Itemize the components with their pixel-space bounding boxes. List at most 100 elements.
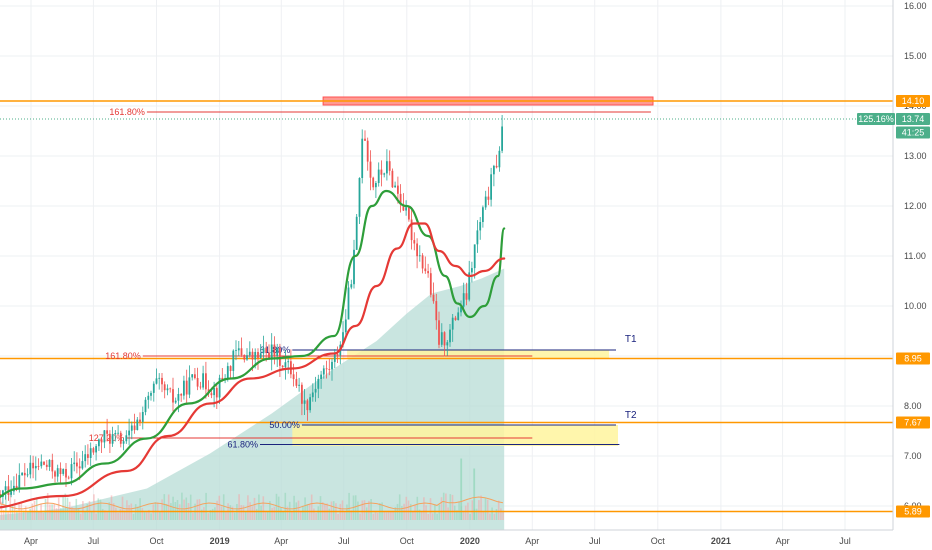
volume-bar	[115, 507, 117, 520]
volume-bar	[475, 508, 478, 520]
volume-bar	[82, 501, 84, 520]
candle-body	[347, 287, 350, 320]
candle-body	[67, 477, 70, 479]
volume-bar	[390, 511, 392, 520]
candle-body	[59, 468, 62, 474]
target-label[interactable]: T1	[625, 334, 637, 345]
volume-bar	[139, 498, 141, 520]
volume-bar	[66, 497, 69, 520]
volume-bar	[73, 509, 75, 520]
candle-body	[391, 170, 394, 188]
volume-bar	[341, 500, 344, 520]
candle-body	[462, 293, 465, 307]
volume-bar	[484, 497, 487, 520]
highlight-zone[interactable]	[347, 350, 610, 358]
volume-bar	[449, 494, 452, 520]
volume-bar	[143, 512, 146, 520]
volume-bar	[128, 505, 130, 520]
candle-body	[361, 138, 364, 178]
candle-body	[377, 169, 380, 183]
volume-bar	[225, 512, 227, 520]
volume-bar	[200, 509, 203, 520]
volume-bar	[337, 514, 339, 520]
volume-bar	[161, 499, 163, 520]
candle-body	[147, 395, 150, 400]
volume-bar	[255, 508, 258, 520]
moving-average-line	[0, 222, 506, 509]
volume-bar	[453, 505, 456, 520]
candle-body	[45, 464, 48, 467]
candle-body	[128, 430, 130, 436]
candle-body	[325, 368, 328, 370]
candle-body	[350, 284, 353, 288]
volume-bar	[95, 513, 97, 520]
candle-body	[100, 439, 103, 443]
candle-body	[180, 394, 183, 396]
candle-body	[498, 150, 501, 168]
volume-bar	[489, 513, 491, 520]
volume-bar	[442, 492, 445, 520]
volume-bar	[214, 507, 216, 520]
candle-body	[29, 462, 32, 475]
candle-body	[183, 380, 185, 396]
volume-bar	[269, 501, 271, 520]
candle-body	[161, 377, 163, 385]
candle-body	[388, 161, 391, 171]
volume-bar	[209, 510, 212, 520]
volume-bar	[35, 497, 38, 520]
candle-body	[221, 377, 224, 380]
highlight-zone[interactable]	[292, 425, 618, 446]
price-axis-tick: 8.00	[904, 401, 922, 411]
candle-body	[471, 268, 473, 273]
horizontal-levels[interactable]	[0, 100, 893, 513]
volume-bar	[392, 511, 394, 520]
price-tag-label: 5.89	[904, 507, 922, 517]
candle-body	[429, 273, 432, 295]
volume-bar	[420, 511, 423, 520]
time-axis-tick: Oct	[651, 536, 666, 546]
fib-level-label: 50.00%	[269, 420, 300, 430]
candle-body	[279, 348, 281, 366]
candle-body	[229, 366, 232, 371]
volume-bar	[11, 504, 14, 520]
target-label[interactable]: T2	[625, 410, 637, 421]
time-axis-tick: Oct	[400, 536, 415, 546]
candle-body	[139, 419, 141, 422]
volume-bar	[456, 510, 458, 520]
candle-body	[432, 294, 435, 302]
candle-body	[320, 374, 322, 379]
candle-body	[144, 399, 147, 413]
volume-bar	[385, 512, 388, 520]
candle-body	[270, 344, 273, 360]
target-labels[interactable]: T1 T2	[625, 334, 637, 421]
candle-body	[268, 352, 270, 360]
candle-body	[276, 348, 279, 356]
volume-bar	[192, 512, 194, 520]
volume-bar	[119, 508, 122, 520]
candle-body	[375, 183, 377, 188]
candle-body	[95, 446, 97, 453]
volume-bar	[440, 497, 443, 520]
price-axis-tick: 11.00	[904, 251, 926, 261]
candle-body	[372, 177, 375, 188]
time-axis[interactable]: Apr Jul Oct 2019 Apr Jul Oct 2020 Apr Jul Oct 2021 A…	[24, 536, 851, 546]
candle-body	[65, 469, 67, 478]
volume-bar	[244, 511, 247, 520]
volume-bar	[211, 508, 214, 520]
axes[interactable]	[0, 0, 894, 531]
volume-bar	[167, 494, 170, 520]
price-axis-tick: 7.00	[904, 451, 922, 461]
candle-body	[226, 366, 229, 379]
volume-bar	[132, 513, 135, 520]
time-axis-tick: 2020	[460, 536, 480, 546]
candle-body	[449, 329, 451, 343]
candle-body	[364, 138, 366, 141]
candle-body	[292, 374, 295, 380]
volume-bar	[159, 511, 161, 520]
volume-bar	[302, 505, 304, 520]
volume-bar	[304, 497, 306, 520]
candle-body	[451, 317, 454, 330]
candle-body	[232, 350, 235, 371]
volume-bar	[251, 506, 254, 520]
